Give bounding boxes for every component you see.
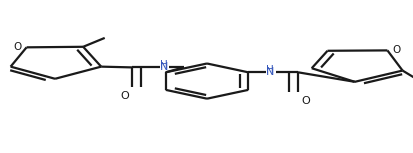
- Text: O: O: [120, 91, 129, 101]
- Text: N: N: [159, 62, 167, 72]
- Text: O: O: [392, 45, 400, 55]
- Text: O: O: [13, 42, 21, 52]
- Text: H: H: [159, 60, 167, 70]
- Text: N: N: [265, 67, 273, 77]
- Text: O: O: [300, 95, 309, 106]
- Text: H: H: [265, 65, 273, 75]
